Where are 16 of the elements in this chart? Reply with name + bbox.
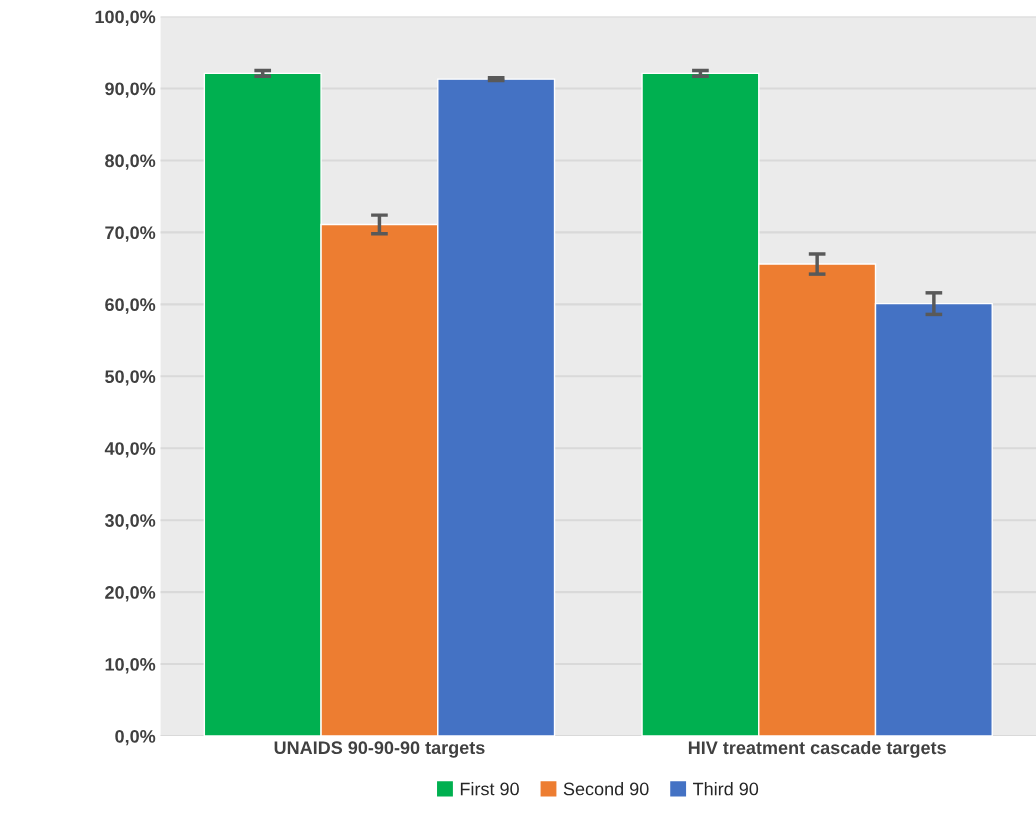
y-tick-label: 90,0% — [105, 82, 156, 98]
legend-label: First 90 — [460, 782, 519, 796]
y-tick-label: 40,0% — [104, 442, 156, 458]
y-tick-label: 20,0% — [105, 586, 156, 602]
y-tick-label: 100,0% — [95, 10, 156, 26]
x-tick-label: UNAIDS 90-90-90 targets — [274, 741, 485, 758]
y-tick-label: 80,0% — [105, 154, 156, 170]
legend-label: Second 90 — [563, 782, 649, 796]
y-tick-label: 50,0% — [105, 370, 156, 386]
y-tick-label: 10,0% — [105, 658, 156, 674]
y-tick-label: 60,0% — [105, 298, 156, 314]
y-tick-label: 70,0% — [105, 226, 156, 242]
y-tick-label: 30,0% — [104, 514, 156, 530]
legend-label: Third 90 — [693, 782, 759, 796]
x-tick-label: HIV treatment cascade targets — [688, 740, 946, 758]
y-tick-label: 0,0% — [115, 729, 156, 746]
